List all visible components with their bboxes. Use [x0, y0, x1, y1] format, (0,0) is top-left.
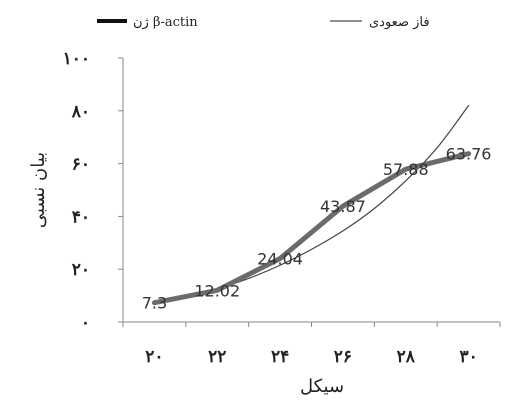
y-tick-label: ۱۰۰ [63, 49, 90, 69]
legend-label-beta-actin: ژن β-actin [133, 15, 198, 30]
y-tick-label: ۶۰ [72, 155, 90, 175]
y-tick-label: ۰ [81, 313, 90, 333]
y-tick-label: ۲۰ [72, 260, 90, 280]
data-label: 43.87 [320, 197, 366, 216]
x-tick-label: ۳۰ [459, 347, 477, 367]
data-label: 24.04 [257, 250, 303, 269]
x-tick-label: ۲۰ [145, 347, 163, 367]
y-tick-label: ۸۰ [71, 102, 90, 122]
data-labels: 7.3 12.02 24.04 43.87 57.88 63.76 [142, 145, 492, 313]
x-tick-label: ۲۲ [208, 347, 226, 367]
x-ticks: ۲۰ ۲۲ ۲۴ ۲۶ ۲۸ ۳۰ [122, 322, 501, 367]
x-tick-label: ۲۸ [397, 347, 416, 367]
data-label: 63.76 [446, 145, 492, 164]
series-line-ascending-phase [153, 104, 470, 304]
data-label: 12.02 [194, 281, 240, 300]
data-label: 57.88 [383, 160, 429, 179]
legend-label-ascending-phase: فاز صعودی [369, 15, 430, 30]
x-tick-label: ۲۶ [334, 347, 352, 367]
series-lines [151, 104, 472, 306]
series-line-beta-actin [151, 151, 472, 306]
y-tick-label: ۴۰ [72, 207, 90, 227]
y-axis-title: بیان نسبی [28, 152, 49, 228]
legend: ژن β-actin فاز صعودی [97, 15, 430, 30]
x-tick-label: ۲۴ [271, 347, 289, 367]
x-axis-title: سیکل [300, 376, 344, 397]
y-ticks: ۰ ۲۰ ۴۰ ۶۰ ۸۰ ۱۰۰ [63, 49, 123, 333]
data-label: 7.3 [142, 294, 167, 313]
